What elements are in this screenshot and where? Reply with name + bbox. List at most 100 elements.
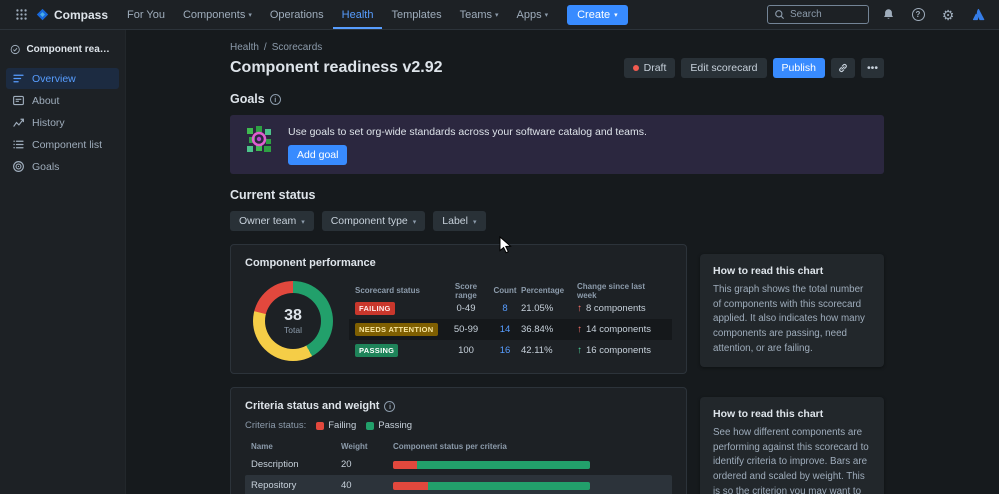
passing-segment [428,481,590,490]
donut-center: 38 Total [265,293,321,349]
sidebar-item-history[interactable]: History [6,112,119,133]
chevron-down-icon: ▾ [412,218,417,226]
criteria-row: Criteria status and weight i Criteria st… [230,387,884,494]
add-goal-button[interactable]: Add goal [288,145,348,165]
scorecard-header[interactable]: Component readiness v2... [0,40,125,67]
up-arrow-icon: ↑ [577,344,582,356]
copy-link-button[interactable] [830,58,855,78]
goals-banner-text: Use goals to set org-wide standards acro… [288,126,647,138]
filters-row: Owner team ▾ Component type ▾ Label ▾ [230,211,884,231]
app-name: Compass [54,7,109,22]
sidebar-item-about[interactable]: About [6,90,119,111]
criteria-status-card: Criteria status and weight i Criteria st… [230,387,687,494]
criteria-card-title: Criteria status and weight i [245,400,672,412]
scorecard-check-icon [10,44,20,55]
performance-body: 38 Total Scorecard status Score range Co… [245,281,672,361]
search-box[interactable] [767,5,869,24]
list-icon [13,140,24,149]
draft-status-button[interactable]: Draft [623,58,676,78]
filter-component-type[interactable]: Component type ▾ [321,211,426,231]
publish-button[interactable]: Publish [772,58,825,78]
sidebar-nav: Overview About History Component list Go… [0,68,125,177]
failing-segment [393,481,429,490]
current-status-heading: Current status [230,188,316,202]
up-arrow-icon: ↑ [577,302,582,314]
performance-table: Scorecard status Score range Count Perce… [349,282,672,361]
nav-for-you[interactable]: For You [127,8,165,21]
goals-banner: Use goals to set org-wide standards acro… [230,115,884,174]
component-performance-card: Component performance 38 Total Scorecard… [230,244,687,374]
help-button[interactable]: ? [907,4,929,26]
legend-passing: Passing [366,420,412,431]
link-icon [839,63,847,73]
criteria-table: Name Weight Component status per criteri… [245,439,672,494]
chevron-down-icon: ▾ [495,12,499,19]
criteria-row-repository[interactable]: Repository 40 [245,475,672,494]
nav-operations[interactable]: Operations [269,8,324,21]
legend-failing: Failing [316,420,356,431]
more-actions-button[interactable]: ••• [860,58,884,78]
howto-chart-card-1: How to read this chart This graph shows … [700,254,884,368]
target-icon [13,161,24,172]
nav-components[interactable]: Components ▾ [182,8,252,21]
breadcrumb-health[interactable]: Health [230,42,259,53]
page-actions: Draft Edit scorecard Publish ••• [623,58,884,78]
needs-attention-badge: NEEDS ATTENTION [355,322,438,336]
passing-segment [416,460,590,469]
about-card-icon [13,95,24,106]
settings-button[interactable]: ⚙ [937,4,959,26]
history-chart-icon [13,118,24,127]
breadcrumb-scorecards[interactable]: Scorecards [271,42,323,53]
chevron-down-icon: ▾ [248,12,252,19]
sidebar: Component readiness v2... Overview About… [0,30,126,494]
bell-icon [883,9,893,19]
status-bar [393,481,590,490]
chevron-down-icon: ▾ [544,12,549,19]
app-switcher-button[interactable] [10,4,32,26]
nav-health[interactable]: Health [333,0,383,29]
scorecard-name: Component readiness v2... [26,44,115,55]
failing-count-link[interactable]: 8 [502,302,508,314]
performance-card-title: Component performance [245,257,376,269]
needs-attention-count-link[interactable]: 14 [499,323,511,335]
sidebar-item-goals[interactable]: Goals [6,156,119,177]
sidebar-item-component-list[interactable]: Component list [6,134,119,155]
search-icon [775,10,785,20]
criteria-row-description[interactable]: Description 20 [245,454,672,475]
notifications-button[interactable] [877,4,899,26]
compass-logo[interactable]: Compass [36,8,108,22]
search-input[interactable] [790,9,860,20]
performance-donut-chart[interactable]: 38 Total [253,281,333,361]
performance-row: Component performance 38 Total Scorecard… [230,244,884,374]
nav-templates[interactable]: Templates [391,8,442,21]
goals-section-heading: Goals i [230,92,884,106]
create-button[interactable]: Create ▾ [567,4,628,25]
howto-body: This graph shows the total number of com… [713,284,865,354]
info-icon[interactable]: i [269,93,281,105]
performance-table-header: Scorecard status Score range Count Perce… [355,281,646,300]
nav-apps[interactable]: Apps ▾ [516,8,549,21]
passing-count-link[interactable]: 16 [499,344,511,356]
goal-art-icon [247,126,271,152]
chevron-down-icon: ▾ [301,218,305,226]
filter-owner-team[interactable]: Owner team ▾ [230,211,314,231]
up-arrow-icon: ↑ [577,323,582,335]
primary-nav: For You Components ▾ Operations Health Te… [118,0,557,29]
atlassian-icon [972,8,984,21]
howto-body: See how different components are perform… [713,427,869,494]
edit-scorecard-button[interactable]: Edit scorecard [681,58,767,78]
failing-badge: FAILING [355,301,395,315]
filter-label[interactable]: Label ▾ [433,211,486,231]
info-icon[interactable]: i [384,400,396,412]
question-icon: ? [911,8,925,21]
status-bar [393,460,590,469]
more-icon: ••• [866,62,878,74]
main-content: Health / Scorecards Component readiness … [126,30,999,494]
nav-teams[interactable]: Teams ▾ [459,8,499,21]
page-title: Component readiness v2.92 [230,59,443,76]
overview-icon [13,74,24,83]
sidebar-item-overview[interactable]: Overview [6,68,119,89]
topnav-right: ? ⚙ [767,4,989,26]
table-row-failing: FAILING 0-49 8 21.05% ↑ 8 components [349,298,672,319]
breadcrumb-separator: / [263,42,267,53]
